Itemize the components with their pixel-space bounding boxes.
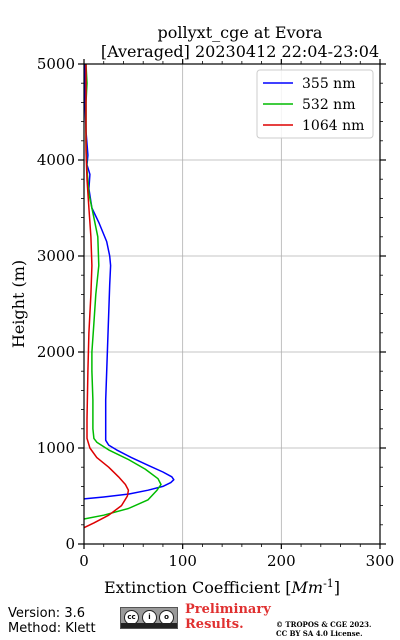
y-tick-label: 4000 [37,151,75,169]
x-tick-label: 200 [267,552,296,570]
legend-label: 1064 nm [302,118,364,134]
preliminary-line-2: Results. [185,617,244,632]
chart-subtitle: [Averaged] 20230412 22:04-23:04 [101,42,379,61]
by-icon: i [142,610,157,625]
chart-title: pollyxt_cge at Evora [158,23,323,42]
x-tick-label: 0 [79,552,89,570]
preliminary-notice: Preliminary Results. [185,602,271,632]
series-line-532-nm [83,63,162,520]
legend-label: 532 nm [302,97,355,113]
copyright-line-2: CC BY SA 4.0 License. [276,629,363,638]
copyright-notice: © TROPOS & CGE 2023. CC BY SA 4.0 Licens… [276,620,371,638]
legend: 355 nm 532 nm 1064 nm [256,69,374,139]
cc-license-badge: cc i o [120,607,178,629]
version-label: Version: 3.6 [8,606,85,621]
y-tick-label: 1000 [37,439,75,457]
x-tick-label: 100 [168,552,197,570]
copyright-line-1: © TROPOS & CGE 2023. [276,620,372,629]
y-tick-label: 0 [65,535,75,553]
series-line-1064-nm [83,64,130,529]
legend-label: 355 nm [302,76,355,92]
plot-frame [83,63,381,545]
series-line-355-nm [83,64,175,500]
x-axis-label: Extinction Coefficient [Mm-1] [104,577,340,597]
method-label: Method: Klett [8,621,96,636]
y-tick-label: 5000 [37,55,75,73]
x-tick-label: 300 [366,552,395,570]
y-axis-label: Height (m) [9,260,28,348]
y-tick-label: 3000 [37,247,75,265]
preliminary-line-1: Preliminary [185,602,271,617]
legend-box [256,69,374,139]
badge-strip [121,623,177,628]
y-tick-label: 2000 [37,343,75,361]
series-lines [83,63,175,529]
